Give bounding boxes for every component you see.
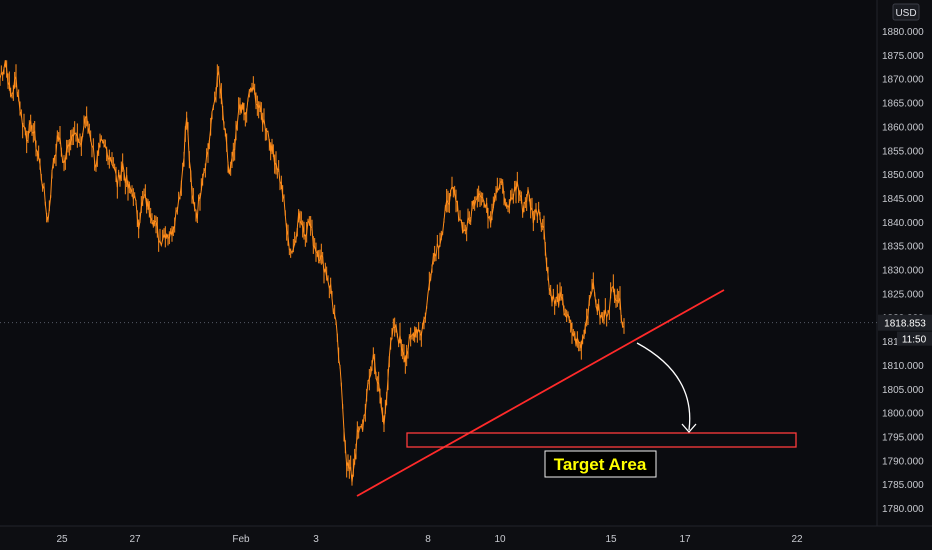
price-tick-label: 1880.000 bbox=[882, 27, 924, 38]
date-tick-label: 17 bbox=[679, 534, 691, 545]
price-tick-label: 1840.000 bbox=[882, 218, 924, 229]
currency-badge[interactable] bbox=[892, 3, 920, 21]
price-tick-label: 1855.000 bbox=[882, 146, 924, 157]
price-axis-panel[interactable] bbox=[877, 0, 932, 550]
date-tick-label: 15 bbox=[605, 534, 617, 545]
last-price-tag: 1818.853 11:50 bbox=[878, 314, 932, 346]
price-tick-label: 1860.000 bbox=[882, 122, 924, 133]
price-tick-label: 1785.000 bbox=[882, 480, 924, 491]
target-area-label-box bbox=[544, 450, 657, 478]
currency-badge-label: USD bbox=[895, 8, 916, 19]
price-tick-label: 1875.000 bbox=[882, 51, 924, 62]
date-tick-label: 25 bbox=[56, 534, 68, 545]
date-tick-label: 10 bbox=[494, 534, 506, 545]
price-tick-labels: 1780.000 1785.000 1790.000 1795.000 1800.000… bbox=[882, 27, 924, 515]
price-tick-label: 1870.000 bbox=[882, 75, 924, 86]
date-tick-label: 8 bbox=[425, 534, 431, 545]
price-tick-label: 1865.000 bbox=[882, 99, 924, 110]
target-area-box[interactable] bbox=[406, 432, 797, 448]
price-tick-label: 1790.000 bbox=[882, 456, 924, 467]
price-tick-label: 1830.000 bbox=[882, 266, 924, 277]
date-tick-label: Feb bbox=[232, 534, 250, 545]
last-price-value: 1818.853 bbox=[884, 319, 926, 330]
price-tick-label: 1835.000 bbox=[882, 242, 924, 253]
projection-arrow bbox=[636, 342, 691, 431]
date-tick-label: 22 bbox=[791, 534, 803, 545]
price-tick-label: 1805.000 bbox=[882, 385, 924, 396]
time-axis-panel[interactable] bbox=[0, 526, 877, 550]
date-tick-label: 3 bbox=[313, 534, 319, 545]
target-area-label: Target Area bbox=[554, 455, 647, 474]
countdown-value: 11:50 bbox=[902, 335, 927, 346]
date-tick-labels: 25 27 Feb 3 8 10 15 17 22 bbox=[56, 534, 803, 545]
price-tick-label: 1850.000 bbox=[882, 170, 924, 181]
price-tick-label: 1810.000 bbox=[882, 361, 924, 372]
last-price-tag-box bbox=[878, 314, 932, 331]
price-tick-label: 1845.000 bbox=[882, 194, 924, 205]
price-series-line bbox=[0, 60, 625, 483]
price-series bbox=[0, 60, 625, 486]
price-tick-label: 1800.000 bbox=[882, 409, 924, 420]
price-tick-label: 1795.000 bbox=[882, 432, 924, 443]
price-tick-label: 1825.000 bbox=[882, 289, 924, 300]
arrow-head-icon bbox=[681, 423, 697, 433]
countdown-box bbox=[897, 331, 932, 346]
support-trendline[interactable] bbox=[356, 289, 725, 497]
price-tick-label: 1780.000 bbox=[882, 504, 924, 515]
date-tick-label: 27 bbox=[129, 534, 141, 545]
